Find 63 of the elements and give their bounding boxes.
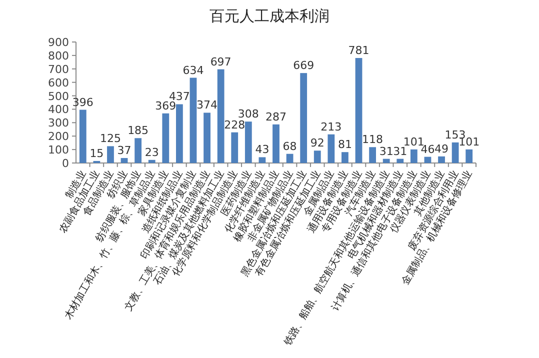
bar xyxy=(148,160,156,163)
bar xyxy=(162,113,170,163)
data-label: 669 xyxy=(293,59,314,72)
data-label: 92 xyxy=(310,136,324,150)
chart-title: 百元人工成本利润 xyxy=(210,7,330,25)
data-label: 308 xyxy=(238,108,259,121)
bar xyxy=(466,149,473,163)
bar xyxy=(190,78,197,163)
y-tick-label: 900 xyxy=(48,36,69,49)
bar xyxy=(452,142,459,163)
bar xyxy=(244,122,252,163)
bar xyxy=(286,154,294,163)
data-label: 23 xyxy=(144,146,159,159)
data-label: 697 xyxy=(210,55,232,68)
bar xyxy=(258,157,266,163)
bar xyxy=(328,134,335,163)
bar xyxy=(231,132,238,163)
data-label: 228 xyxy=(224,118,246,132)
data-label: 185 xyxy=(128,124,149,138)
bar xyxy=(272,124,280,163)
y-tick-label: 0 xyxy=(62,157,69,170)
y-tick-label: 500 xyxy=(48,90,69,103)
y-tick-label: 300 xyxy=(48,116,69,130)
bar xyxy=(176,104,183,163)
bar xyxy=(217,69,224,163)
bar xyxy=(410,149,418,163)
data-label: 37 xyxy=(117,144,132,158)
data-label: 781 xyxy=(348,44,370,57)
bar xyxy=(79,110,86,163)
data-label: 125 xyxy=(100,132,121,146)
bar xyxy=(342,152,348,163)
bar xyxy=(314,150,321,163)
bar xyxy=(424,156,432,163)
bar xyxy=(369,147,376,163)
data-label: 287 xyxy=(266,110,286,124)
data-label: 369 xyxy=(155,99,176,112)
bar xyxy=(107,146,114,163)
bar xyxy=(300,73,308,163)
y-tick-label: 700 xyxy=(48,62,69,76)
data-label: 81 xyxy=(338,138,352,152)
bar xyxy=(355,58,362,163)
y-tick-label: 400 xyxy=(48,103,69,116)
bar xyxy=(204,112,210,163)
bar xyxy=(438,156,445,163)
y-tick-label: 100 xyxy=(48,144,69,157)
data-label: 46 xyxy=(420,142,435,156)
data-label: 68 xyxy=(282,140,297,153)
data-label: 634 xyxy=(182,64,204,77)
y-tick-label: 600 xyxy=(48,76,69,90)
bar xyxy=(396,158,404,163)
data-label: 43 xyxy=(255,143,270,156)
data-label: 213 xyxy=(320,120,342,134)
data-label: 15 xyxy=(90,146,104,160)
data-label: 118 xyxy=(362,133,384,146)
bar xyxy=(120,158,128,163)
data-label: 31 xyxy=(379,144,394,158)
y-tick-label: 200 xyxy=(48,130,69,144)
data-label: 49 xyxy=(434,142,449,156)
y-tick-label: 800 xyxy=(48,49,69,62)
data-label: 374 xyxy=(196,98,218,112)
data-label: 31 xyxy=(393,144,408,158)
bar xyxy=(134,138,142,163)
bar xyxy=(382,158,390,163)
